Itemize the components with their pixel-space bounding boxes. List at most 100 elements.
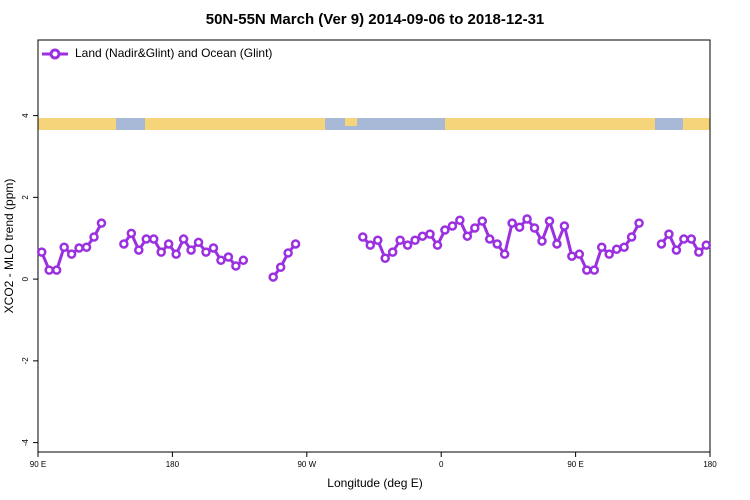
data-point <box>268 272 278 282</box>
data-point <box>477 216 488 226</box>
data-point <box>679 234 689 244</box>
data-point <box>410 235 420 246</box>
data-point <box>507 218 517 228</box>
data-point <box>119 239 129 249</box>
data-point <box>81 242 92 252</box>
land-band <box>38 118 116 130</box>
data-point <box>656 239 667 249</box>
y-tick-label: 2 <box>21 195 30 200</box>
chart-title: 50N-55N March (Ver 9) 2014-09-06 to 2018… <box>206 11 545 28</box>
data-point <box>216 255 226 266</box>
data-point <box>372 235 383 246</box>
y-axis-label: XCO2 - MLO trend (ppm) <box>2 179 16 314</box>
data-point <box>514 222 525 232</box>
data-point <box>574 249 585 259</box>
data-point <box>462 231 473 241</box>
data-point <box>59 242 69 252</box>
data-point <box>275 262 286 273</box>
land-ocean-band <box>38 118 710 130</box>
data-point <box>283 248 293 258</box>
data-point <box>238 255 249 266</box>
land-band <box>345 118 357 126</box>
land-band <box>145 118 325 130</box>
data-point <box>455 215 465 225</box>
x-tick-label: 90 W <box>297 460 316 469</box>
data-point <box>290 239 301 249</box>
x-axis-label: Longitude (deg E) <box>327 476 422 490</box>
data-point <box>537 236 547 246</box>
legend-marker <box>49 48 61 60</box>
data-point <box>440 225 450 235</box>
data-point <box>559 221 570 231</box>
data-point <box>470 223 480 233</box>
data-point <box>231 261 241 271</box>
data-point <box>582 265 592 275</box>
data-point <box>402 240 413 250</box>
y-tick-label: 4 <box>21 113 30 118</box>
data-point <box>701 240 712 250</box>
data-point <box>74 243 84 253</box>
data-point <box>544 216 555 226</box>
data-point <box>201 247 211 257</box>
x-tick-label: 180 <box>166 460 180 469</box>
data-point <box>432 240 443 250</box>
data-point <box>626 232 637 242</box>
data-point <box>126 228 137 239</box>
data-point <box>365 240 376 250</box>
data-point <box>671 245 682 255</box>
x-tick-label: 0 <box>439 460 444 469</box>
y-tick-label: 0 <box>21 276 30 281</box>
data-point <box>387 247 398 257</box>
x-tick-label: 180 <box>703 460 717 469</box>
data-point <box>484 234 495 244</box>
data-point <box>89 232 99 242</box>
data-point <box>522 214 532 224</box>
data-point <box>447 221 458 231</box>
data-point <box>163 239 174 249</box>
data-point <box>395 235 405 246</box>
y-tick-label: -4 <box>21 438 30 446</box>
data-point <box>589 265 600 275</box>
data-point <box>619 242 629 252</box>
data-point <box>171 249 181 259</box>
data-point <box>51 265 62 275</box>
data-point <box>417 231 428 241</box>
data-point <box>141 234 152 244</box>
data-point <box>66 249 77 259</box>
x-tick-label: 90 E <box>30 460 46 469</box>
legend: Land (Nadir&Glint) and Ocean (Glint) <box>42 46 272 60</box>
data-point <box>492 239 502 249</box>
data-point <box>604 249 614 259</box>
data-point <box>686 234 697 244</box>
data-point <box>358 232 368 242</box>
data-point <box>552 239 562 249</box>
data-point <box>634 218 644 228</box>
legend-label: Land (Nadir&Glint) and Ocean (Glint) <box>75 46 272 60</box>
data-point <box>186 245 196 255</box>
data-point <box>529 223 540 233</box>
data-point <box>96 218 107 228</box>
data-point <box>193 237 204 248</box>
land-band <box>445 118 655 130</box>
data-point <box>499 249 510 259</box>
data-point <box>380 253 390 264</box>
land-band <box>683 118 710 130</box>
data-point <box>694 247 704 257</box>
data-point <box>596 242 607 252</box>
data-point <box>178 234 189 244</box>
data-point <box>223 252 234 262</box>
data-point <box>36 247 47 257</box>
x-tick-label: 90 E <box>567 460 583 469</box>
y-tick-label: -2 <box>21 357 30 365</box>
data-point <box>208 243 219 253</box>
data-point <box>425 229 435 239</box>
data-point <box>148 234 159 244</box>
data-point <box>611 244 622 255</box>
data-point <box>134 245 144 255</box>
data-point <box>567 251 577 261</box>
data-point <box>664 229 674 239</box>
data-point <box>44 265 54 275</box>
data-point <box>156 247 166 257</box>
